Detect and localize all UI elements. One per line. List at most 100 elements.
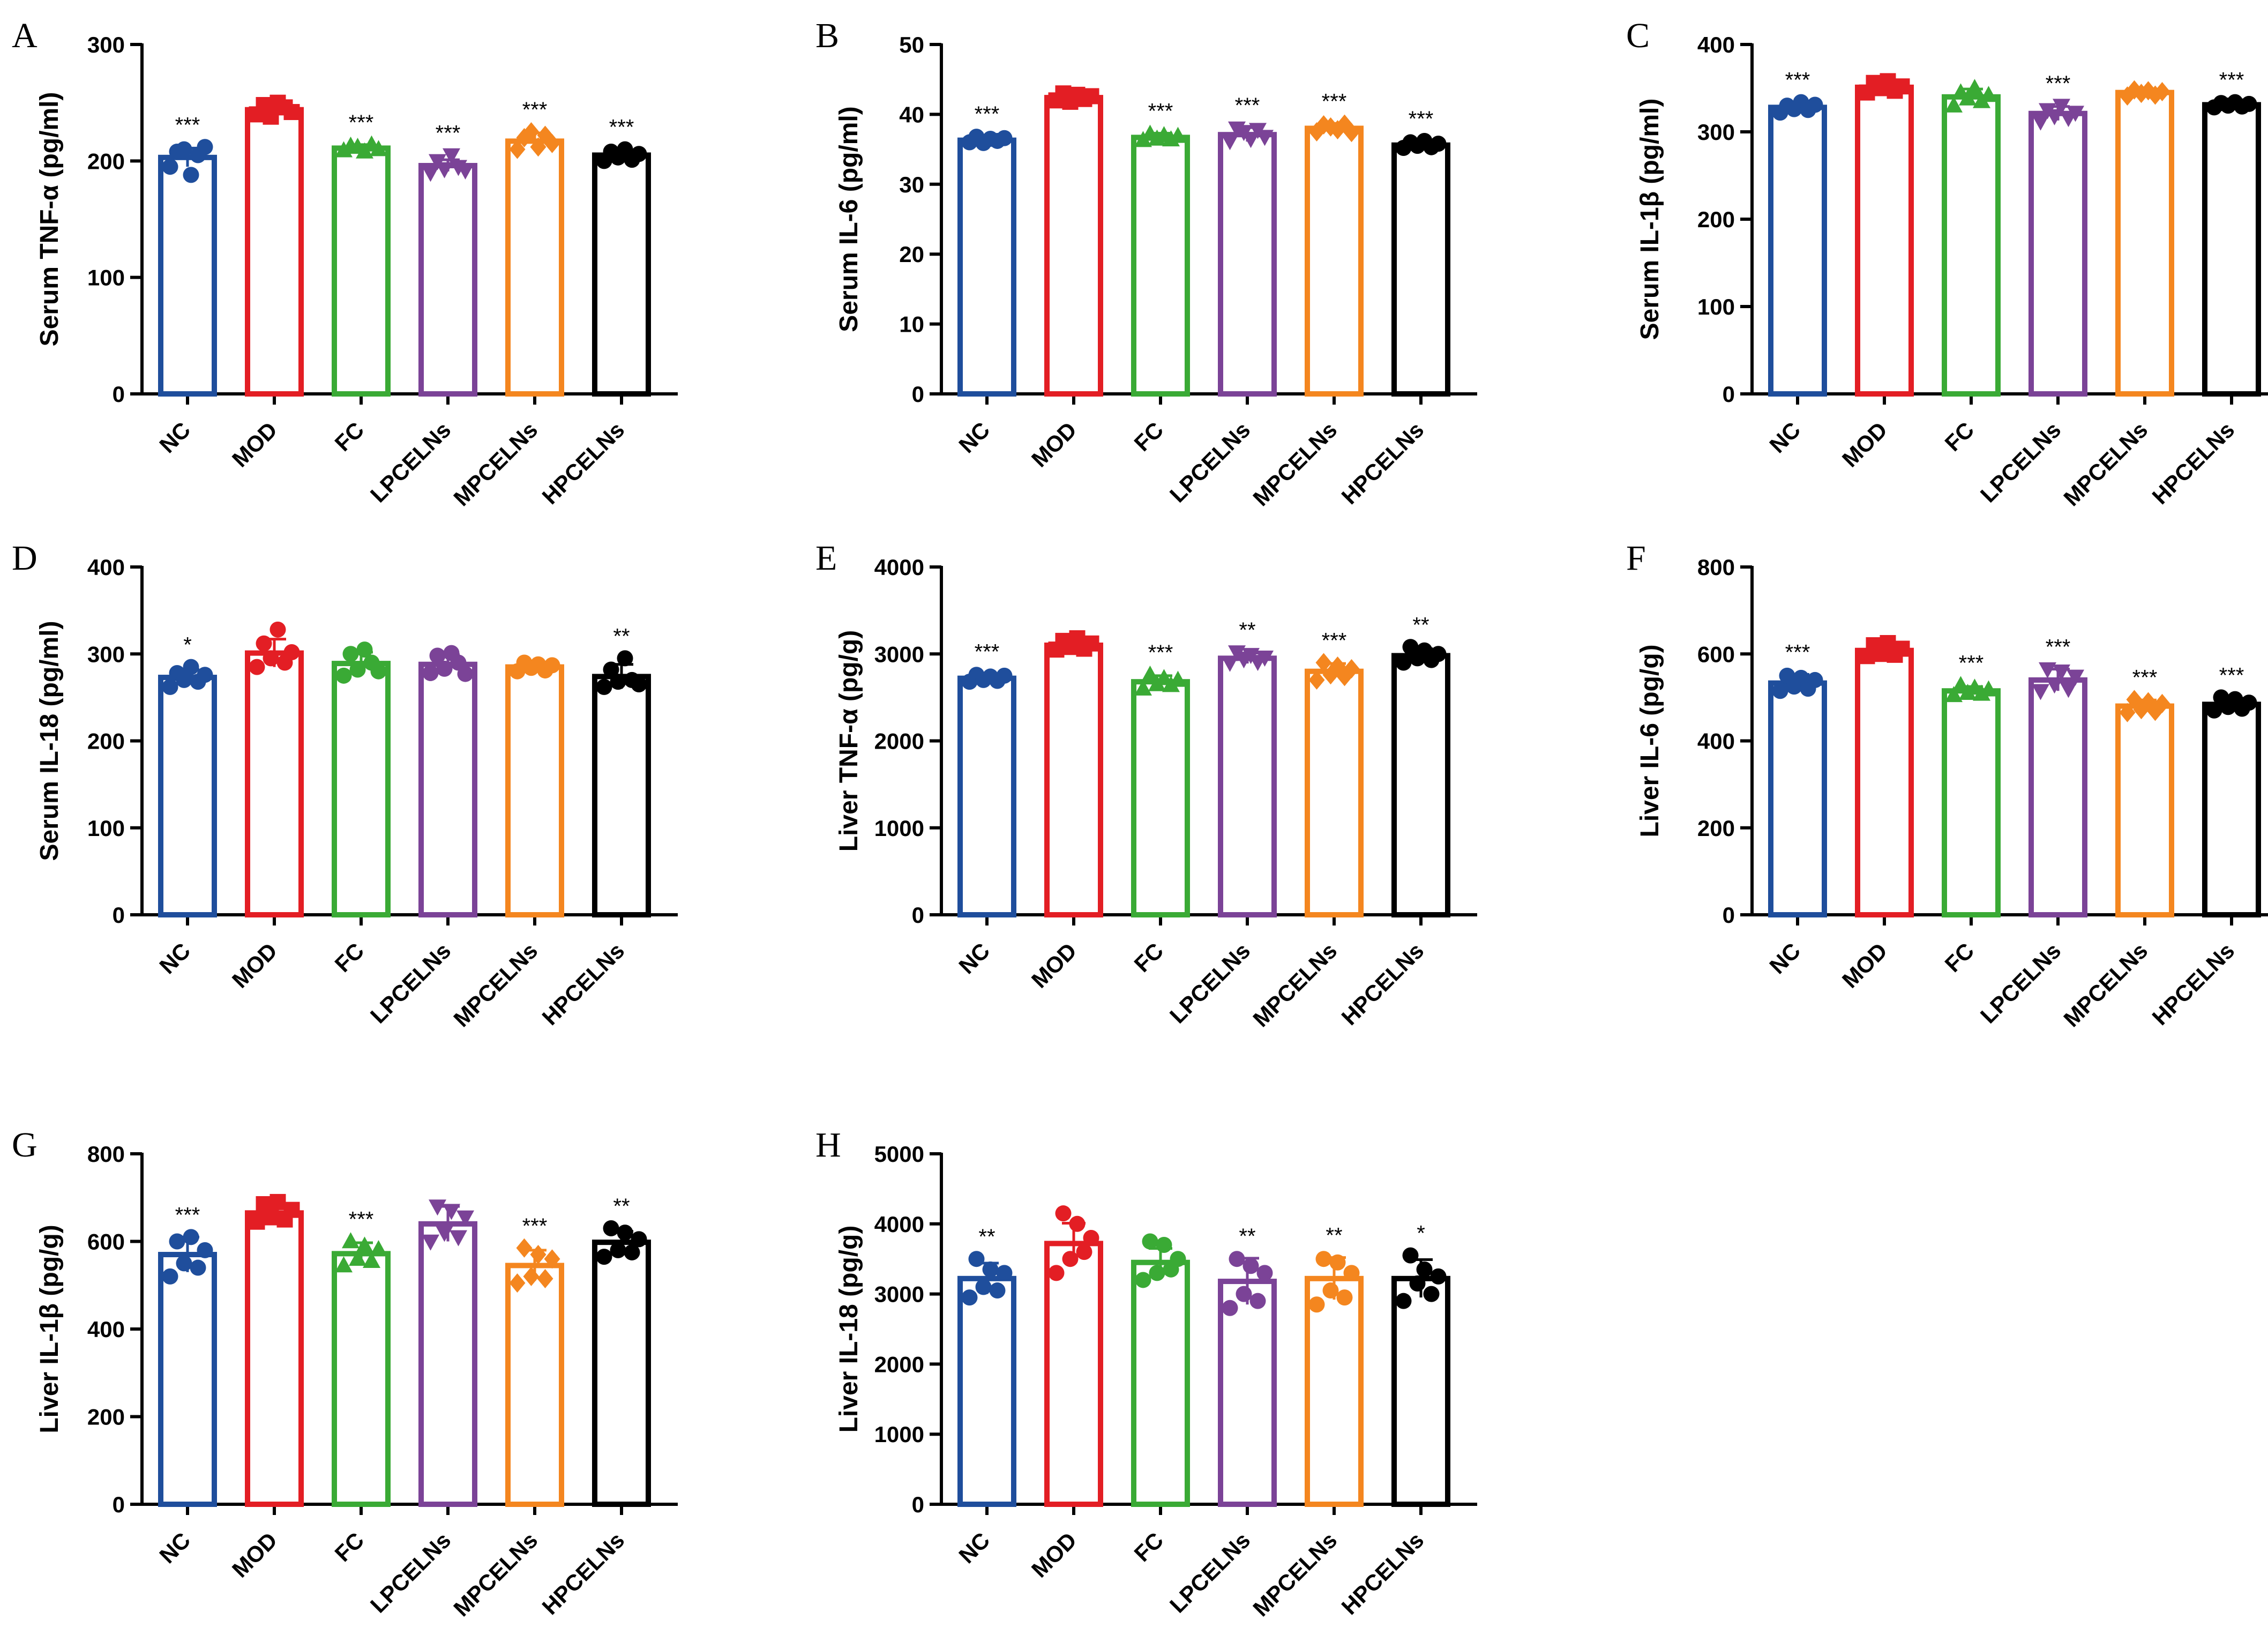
bar-HPCELNs bbox=[592, 152, 651, 397]
data-point-HPCELNs bbox=[2206, 702, 2222, 719]
data-point-MPCELNs bbox=[523, 122, 540, 141]
chart-panel-E: E Liver TNF-α (pg/g) 0 1000 2000 3000 4000 *** N… bbox=[815, 539, 1477, 1032]
data-point-MOD bbox=[1083, 1229, 1099, 1246]
data-point-MOD bbox=[1893, 640, 1910, 657]
data-point-LPCELNs bbox=[2039, 662, 2056, 678]
data-point-FC bbox=[1945, 686, 1963, 703]
panel-letter: H bbox=[815, 1125, 841, 1165]
bar-HPCELNs bbox=[1391, 142, 1450, 397]
significance-label-NC: *** bbox=[1785, 640, 1810, 664]
y-tick-label: 600 bbox=[1697, 641, 1735, 667]
bar-MOD bbox=[245, 650, 304, 917]
data-point-LPCELNs bbox=[1236, 1286, 1252, 1302]
bar-LPCELNs bbox=[2029, 110, 2087, 397]
chart-panel-F: F Liver IL-6 (pg/g) 0 200 400 600 800 *** NC MOD *… bbox=[1626, 539, 2268, 1032]
data-point-LPCELNs bbox=[2053, 99, 2070, 115]
data-point-NC bbox=[176, 1255, 192, 1272]
chart-panel-B: B Serum IL-6 (pg/ml) 0 10 20 30 40 50 *** NC MOD **… bbox=[815, 16, 1477, 511]
y-tick-label: 200 bbox=[1697, 207, 1735, 232]
y-axis-label: Serum TNF-α (pg/ml) bbox=[35, 92, 64, 347]
chart-panel-C: C Serum IL-1β (pg/ml) 0 100 200 300 400 *** NC MO… bbox=[1626, 16, 2268, 511]
x-category-label: MOD bbox=[227, 1527, 282, 1583]
y-tick-label: 400 bbox=[87, 1317, 125, 1342]
data-point-MOD bbox=[1062, 1251, 1079, 1267]
data-point-LPCELNs bbox=[422, 166, 439, 182]
bar-HPCELNs bbox=[1391, 653, 1450, 917]
bar-HPCELNs bbox=[1391, 1275, 1450, 1507]
data-point-MPCELNs bbox=[1343, 123, 1360, 143]
bar-MOD bbox=[1044, 1241, 1103, 1507]
data-point-LPCELNs bbox=[429, 647, 446, 664]
significance-label-MPCELNs: *** bbox=[522, 1214, 548, 1238]
data-point-HPCELNs bbox=[1416, 1261, 1433, 1278]
bar-MOD bbox=[245, 1210, 304, 1507]
data-point-MPCELNs bbox=[2154, 82, 2170, 102]
data-point-MPCELNs bbox=[523, 1266, 540, 1286]
x-category-label: NC bbox=[1764, 938, 1805, 979]
bar-FC bbox=[332, 145, 391, 397]
data-point-FC bbox=[1959, 89, 1977, 106]
panel-letter: D bbox=[12, 539, 38, 578]
data-point-HPCELNs bbox=[1395, 1293, 1412, 1309]
data-point-FC bbox=[370, 1240, 387, 1256]
data-point-MOD bbox=[283, 644, 300, 661]
data-point-LPCELNs bbox=[429, 1199, 446, 1216]
y-axis-label: Serum IL-18 (pg/ml) bbox=[35, 621, 64, 861]
bar-FC bbox=[332, 661, 391, 918]
data-point-HPCELNs bbox=[1430, 136, 1447, 152]
x-category-label: FC bbox=[330, 1527, 369, 1566]
data-point-HPCELNs bbox=[1423, 1286, 1440, 1302]
y-tick-label: 5000 bbox=[874, 1141, 924, 1167]
data-point-LPCELNs bbox=[456, 163, 474, 180]
bar-NC bbox=[1768, 105, 1827, 397]
x-category-label: NC bbox=[954, 417, 994, 458]
significance-label-MPCELNs: ** bbox=[1326, 1224, 1342, 1248]
data-point-FC bbox=[1149, 1265, 1165, 1281]
x-category-label: LPCELNs bbox=[365, 417, 456, 507]
data-point-LPCELNs bbox=[1249, 1293, 1266, 1309]
data-point-LPCELNs bbox=[1222, 1300, 1238, 1316]
data-point-FC bbox=[1973, 684, 1990, 701]
y-tick-label: 3000 bbox=[874, 1282, 924, 1307]
bar-MOD bbox=[1044, 643, 1103, 918]
chart-panel-H: H Liver IL-18 (pg/g) 0 1000 2000 3000 4000 5000… bbox=[815, 1125, 1477, 1621]
y-tick-label: 0 bbox=[113, 382, 125, 407]
x-category-label: MPCELNs bbox=[1248, 417, 1342, 511]
y-axis-label: Liver IL-6 (pg/g) bbox=[1636, 645, 1664, 838]
data-point-HPCELNs bbox=[631, 146, 647, 162]
data-point-FC bbox=[370, 140, 387, 156]
data-point-MPCELNs bbox=[544, 1249, 560, 1269]
significance-label-HPCELNs: ** bbox=[1412, 613, 1429, 637]
x-category-label: MPCELNs bbox=[2059, 938, 2152, 1032]
data-point-LPCELNs bbox=[2032, 684, 2049, 700]
data-point-LPCELNs bbox=[456, 1210, 474, 1227]
x-category-label: HPCELNs bbox=[2147, 417, 2240, 509]
significance-label-NC: *** bbox=[975, 640, 1000, 664]
data-point-LPCELNs bbox=[422, 665, 439, 681]
bar-LPCELNs bbox=[1218, 132, 1277, 397]
bar-LPCELNs bbox=[1218, 655, 1277, 918]
bar-HPCELNs bbox=[2202, 102, 2261, 397]
data-point-MPCELNs bbox=[1343, 659, 1360, 678]
data-point-FC bbox=[1170, 1251, 1186, 1267]
significance-label-LPCELNs: *** bbox=[2046, 72, 2071, 95]
y-tick-label: 4000 bbox=[874, 1212, 924, 1237]
data-point-HPCELNs bbox=[1409, 1275, 1426, 1292]
data-point-LPCELNs bbox=[2032, 114, 2049, 131]
data-point-LPCELNs bbox=[2053, 664, 2070, 681]
data-point-MPCELNs bbox=[530, 137, 547, 157]
data-point-NC bbox=[190, 1259, 206, 1276]
data-point-FC bbox=[370, 663, 387, 680]
y-tick-label: 100 bbox=[1697, 294, 1735, 319]
data-point-MPCELNs bbox=[544, 133, 560, 153]
y-tick-label: 0 bbox=[912, 382, 924, 407]
data-point-HPCELNs bbox=[631, 1231, 647, 1248]
significance-label-NC: *** bbox=[1785, 69, 1810, 92]
y-tick-label: 800 bbox=[87, 1141, 125, 1167]
data-point-NC bbox=[162, 159, 178, 175]
data-point-NC bbox=[176, 141, 192, 158]
data-point-FC bbox=[1980, 86, 1997, 102]
significance-label-FC: *** bbox=[1148, 641, 1173, 665]
y-tick-label: 2000 bbox=[874, 1352, 924, 1377]
data-point-FC bbox=[342, 1232, 360, 1249]
